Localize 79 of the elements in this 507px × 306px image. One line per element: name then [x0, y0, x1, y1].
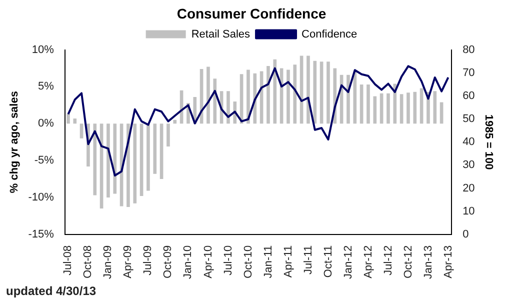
x-tick-label: Jul-11: [302, 245, 314, 275]
bar: [386, 93, 390, 124]
x-tick-label: Oct-12: [402, 245, 414, 278]
bar: [226, 91, 230, 124]
chart-title: Consumer Confidence: [176, 5, 326, 22]
x-tick-label: Apr-10: [202, 245, 214, 278]
x-tick-label: Oct-08: [82, 245, 94, 278]
bar: [400, 94, 404, 124]
y-tick-label: 10%: [32, 44, 54, 56]
y2-tick-label: 80: [462, 44, 475, 56]
bar: [80, 124, 84, 138]
bar: [406, 92, 410, 124]
x-tick-label: Jan-12: [342, 245, 354, 280]
y-tick-label: -5%: [34, 154, 54, 167]
bar: [293, 64, 297, 124]
y2-tick-label: 20: [462, 182, 475, 194]
bar: [113, 124, 117, 194]
bar: [66, 114, 70, 124]
bar: [306, 56, 310, 124]
bar: [93, 124, 97, 196]
y2-tick-label: 30: [462, 159, 475, 172]
x-tick-label: Jan-13: [422, 245, 434, 280]
y2-tick-label: 50: [462, 113, 475, 126]
x-tick-label: Jul-10: [222, 245, 234, 276]
bar: [320, 62, 324, 124]
bar: [360, 84, 364, 124]
y-tick-label: -10%: [28, 191, 54, 204]
y2-tick-label: 70: [462, 66, 475, 79]
x-tick-label: Jul-08: [62, 245, 74, 276]
bar: [160, 124, 164, 179]
x-tick-label: Jul-12: [382, 245, 394, 276]
bar: [366, 84, 370, 124]
y2-tick-label: 60: [462, 90, 475, 102]
bar: [106, 124, 110, 198]
x-tick-label: Jan-09: [102, 245, 114, 280]
x-tick-label: Oct-09: [162, 245, 174, 278]
bar: [166, 124, 170, 147]
bar: [133, 124, 137, 204]
bar: [173, 120, 177, 124]
bar: [433, 91, 437, 124]
bar: [286, 70, 290, 124]
y-axis-title: % chg yr ago, sales: [8, 91, 21, 194]
legend-label: Retail Sales: [191, 28, 251, 40]
bar: [353, 72, 357, 124]
x-tick-label: Apr-13: [442, 245, 454, 278]
y2-tick-label: 10: [462, 205, 475, 218]
bar: [73, 118, 77, 124]
x-tick-label: Apr-11: [282, 245, 294, 278]
x-tick-label: Apr-09: [122, 245, 134, 278]
bar: [140, 124, 144, 196]
bar: [153, 124, 157, 174]
bar: [413, 92, 417, 124]
bar: [313, 60, 317, 124]
y-tick-label: 5%: [38, 80, 54, 93]
bar: [273, 59, 277, 124]
bar: [373, 96, 377, 124]
x-tick-label: Oct-11: [322, 245, 334, 278]
bar: [206, 66, 210, 124]
bar: [253, 73, 257, 124]
x-tick-label: Jul-09: [142, 245, 154, 276]
legend-label: Confidence: [302, 28, 358, 40]
y2-axis-title: 1985 = 100: [482, 114, 494, 170]
y-tick-label: -15%: [28, 228, 54, 240]
y2-tick-label: 0: [462, 228, 469, 240]
x-tick-label: Oct-10: [242, 245, 254, 278]
x-tick-label: Jan-11: [262, 245, 274, 278]
x-tick-label: Apr-12: [362, 245, 374, 278]
y-tick-label: 0%: [38, 118, 54, 130]
y2-tick-label: 40: [462, 136, 475, 148]
bar: [146, 124, 150, 191]
bar: [420, 88, 424, 124]
x-tick-label: Jan-10: [182, 245, 194, 280]
bar: [326, 62, 330, 124]
bar: [266, 66, 270, 124]
bar: [440, 102, 444, 124]
bar: [346, 74, 350, 124]
bar: [246, 70, 250, 124]
bar: [393, 84, 397, 124]
text: updated 4/30/13: [6, 284, 96, 298]
